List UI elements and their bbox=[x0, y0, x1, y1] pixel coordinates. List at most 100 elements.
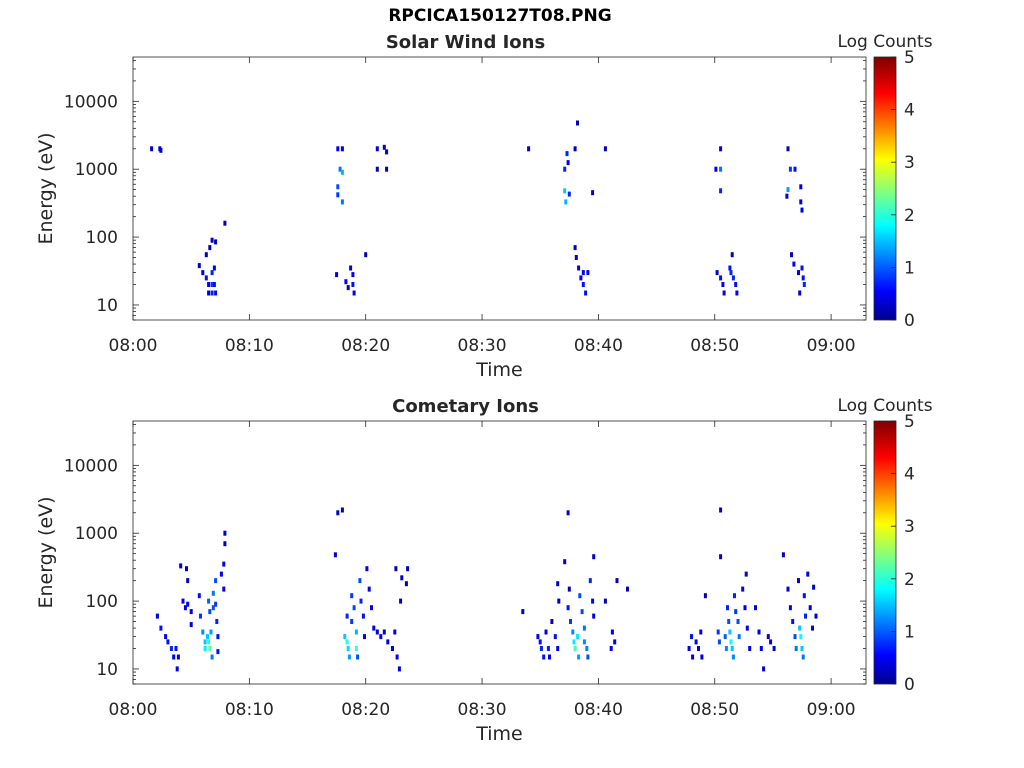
data-cell bbox=[336, 146, 340, 152]
data-cell bbox=[556, 646, 560, 651]
data-cell bbox=[717, 639, 721, 645]
data-cell bbox=[155, 613, 159, 619]
x-tick-label: 08:00 bbox=[109, 336, 158, 356]
data-cell bbox=[175, 666, 179, 672]
data-cell bbox=[687, 646, 691, 651]
data-cell bbox=[566, 510, 570, 516]
data-cell bbox=[189, 609, 193, 615]
spectrogram-cells bbox=[150, 120, 806, 296]
data-cell bbox=[762, 666, 766, 672]
data-cell bbox=[375, 166, 379, 172]
data-cell bbox=[159, 625, 163, 631]
data-cell bbox=[737, 634, 741, 640]
data-cell bbox=[799, 634, 803, 640]
x-tick-label: 08:10 bbox=[225, 700, 274, 720]
colorbar-tick-label: 0 bbox=[904, 311, 915, 331]
data-cell bbox=[212, 282, 216, 287]
data-cell bbox=[582, 639, 586, 645]
data-cell bbox=[798, 625, 802, 631]
y-tick-label: 100 bbox=[86, 592, 118, 612]
data-cell bbox=[772, 646, 776, 651]
data-cell bbox=[726, 605, 729, 611]
data-cell bbox=[626, 586, 629, 592]
data-cell bbox=[719, 166, 723, 172]
data-cell bbox=[577, 654, 581, 660]
data-cell bbox=[183, 605, 187, 611]
data-cell bbox=[382, 629, 386, 635]
plot-area bbox=[132, 56, 867, 321]
colorbar-label: Log Counts bbox=[837, 32, 932, 52]
data-cell bbox=[210, 270, 214, 276]
data-cell bbox=[215, 619, 219, 624]
data-cell bbox=[603, 598, 607, 604]
data-cell bbox=[214, 578, 218, 584]
data-cell bbox=[340, 199, 344, 205]
x-tick-label: 08:20 bbox=[341, 700, 390, 720]
data-cell bbox=[563, 559, 567, 565]
data-cell bbox=[578, 593, 582, 599]
x-tick-label: 08:40 bbox=[574, 336, 623, 356]
data-cell bbox=[395, 654, 399, 660]
data-cell bbox=[207, 639, 211, 645]
data-cell bbox=[356, 654, 360, 660]
data-cell bbox=[615, 578, 619, 584]
data-cell bbox=[399, 598, 403, 604]
y-tick-label: 1000 bbox=[75, 160, 118, 180]
data-cell bbox=[346, 285, 350, 291]
data-cell bbox=[734, 609, 738, 615]
x-tick-label: 09:00 bbox=[807, 336, 856, 356]
data-cell bbox=[208, 245, 212, 251]
data-cell bbox=[370, 605, 373, 611]
data-cell bbox=[364, 252, 368, 258]
data-cell bbox=[352, 290, 356, 296]
colorbar-tick-label: 5 bbox=[904, 48, 915, 68]
data-cell bbox=[343, 634, 347, 640]
data-cell bbox=[186, 578, 190, 584]
y-tick-label: 10000 bbox=[64, 92, 118, 112]
data-cell bbox=[222, 561, 226, 567]
data-cell bbox=[210, 282, 214, 287]
data-cell bbox=[214, 601, 218, 607]
data-cell bbox=[203, 639, 207, 645]
figure-title: RPCICA150127T08.PNG bbox=[388, 6, 612, 26]
data-cell bbox=[804, 613, 807, 619]
data-cell bbox=[379, 634, 383, 640]
colorbar-tick-label: 0 bbox=[904, 675, 915, 695]
data-cell bbox=[719, 188, 723, 194]
x-axis-label: Time bbox=[475, 359, 523, 381]
data-cell bbox=[802, 282, 806, 287]
x-tick-label: 08:20 bbox=[341, 336, 390, 356]
data-cell bbox=[349, 265, 353, 271]
data-cell bbox=[800, 207, 804, 213]
data-cell bbox=[527, 146, 531, 152]
data-cell bbox=[788, 605, 792, 611]
x-tick-label: 08:00 bbox=[109, 700, 158, 720]
data-cell bbox=[210, 654, 214, 660]
data-cell bbox=[207, 290, 211, 296]
data-cell bbox=[786, 146, 790, 152]
data-cell bbox=[375, 629, 379, 635]
data-cell bbox=[781, 552, 785, 558]
data-cell bbox=[208, 609, 212, 615]
data-cell bbox=[800, 265, 804, 271]
data-cell bbox=[210, 237, 214, 243]
colorbar-tick-label: 3 bbox=[904, 153, 915, 173]
y-tick-label: 100 bbox=[86, 228, 118, 248]
data-cell bbox=[609, 646, 613, 651]
data-cell bbox=[699, 629, 703, 635]
data-cell bbox=[731, 654, 735, 660]
data-cell bbox=[564, 199, 568, 205]
colorbar-tick-label: 1 bbox=[904, 622, 915, 642]
data-cell bbox=[766, 634, 770, 640]
data-cell bbox=[536, 634, 540, 640]
data-cell bbox=[169, 646, 173, 651]
data-cell bbox=[793, 166, 797, 172]
data-cell bbox=[563, 166, 567, 172]
data-cell bbox=[802, 593, 806, 599]
data-cell bbox=[203, 646, 207, 651]
data-cell bbox=[174, 646, 178, 651]
colorbar-tick-label: 5 bbox=[904, 412, 915, 432]
data-cell bbox=[211, 590, 215, 596]
data-cell bbox=[769, 639, 773, 645]
